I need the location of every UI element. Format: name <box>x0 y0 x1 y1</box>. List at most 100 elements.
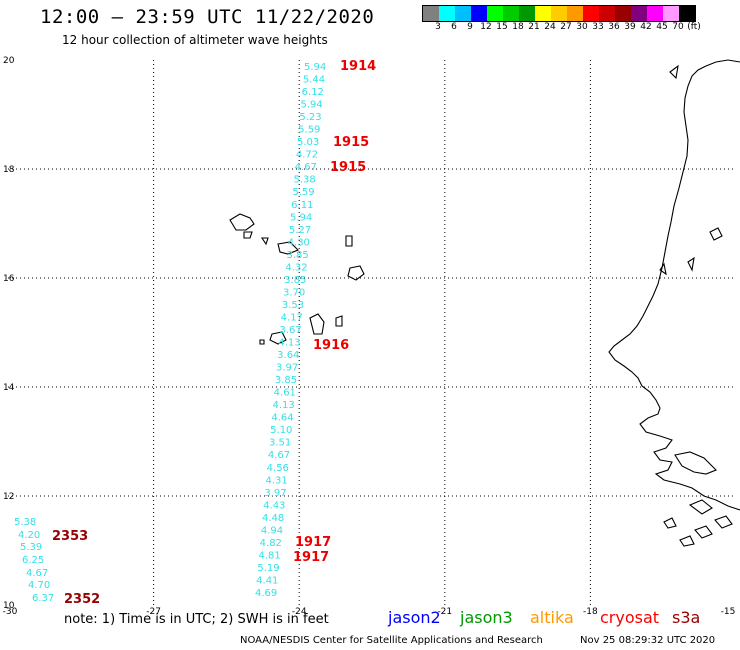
wave-height-label: 4.81 <box>259 550 281 561</box>
wave-height-label: 3.85 <box>284 275 306 286</box>
wave-height-label: 6.11 <box>291 200 313 211</box>
wave-height-label: 3.53 <box>282 300 304 311</box>
lat-tick-label: 16 <box>3 274 15 284</box>
time-label: 2353 <box>52 529 88 544</box>
time-label: 2352 <box>64 592 100 607</box>
lat-tick-label: 20 <box>3 56 15 66</box>
scale-swatch <box>519 6 535 21</box>
wave-height-label: 4.30 <box>288 237 310 248</box>
color-scale <box>422 5 696 22</box>
wave-height-label: 5.39 <box>20 542 42 553</box>
wave-height-label: 6.37 <box>32 593 54 604</box>
wave-height-label: 4.67 <box>268 450 290 461</box>
legend-altika: altika <box>530 608 574 627</box>
wave-height-label: 3.97 <box>276 363 298 374</box>
legend-jason3: jason3 <box>459 608 513 627</box>
time-label: 1917 <box>295 535 331 550</box>
page-subtitle: 12 hour collection of altimeter wave hei… <box>62 33 328 47</box>
legend-cryosat: cryosat <box>600 608 659 627</box>
scale-label: 9 <box>467 22 473 32</box>
scale-swatch <box>439 6 455 21</box>
footer-credit: NOAA/NESDIS Center for Satellite Applica… <box>240 635 543 646</box>
wave-height-label: 3.97 <box>264 488 286 499</box>
scale-swatch <box>551 6 567 21</box>
lat-tick-label: 14 <box>3 383 15 393</box>
wave-height-label: 4.61 <box>274 388 296 399</box>
wave-height-label: 5.59 <box>298 125 320 136</box>
map-grid <box>8 60 736 605</box>
scale-label: 6 <box>451 22 457 32</box>
lon-tick-label: -15 <box>721 607 736 617</box>
time-label: 1915 <box>333 135 369 150</box>
lat-tick-label: 18 <box>3 165 15 175</box>
satellite-legend: jason2 jason3 altika cryosat s3a <box>387 608 700 627</box>
wave-height-label: 3.85 <box>287 250 309 261</box>
scale-swatch <box>599 6 615 21</box>
scale-label: 30 <box>576 22 588 32</box>
wave-height-label: 5.38 <box>14 517 36 528</box>
wave-height-label: 4.31 <box>266 475 288 486</box>
wave-height-label: 4.20 <box>18 530 40 541</box>
lon-tick-label: -24 <box>292 607 307 617</box>
wave-height-label: 5.23 <box>299 112 321 123</box>
scale-swatch <box>567 6 583 21</box>
scale-swatch <box>455 6 471 21</box>
wave-height-label: 4.94 <box>261 525 283 536</box>
wave-height-label: 6.25 <box>22 555 44 566</box>
wave-height-label: 4.43 <box>263 500 285 511</box>
wave-height-label: 4.48 <box>262 513 284 524</box>
wave-height-label: 4.13 <box>273 400 295 411</box>
wave-height-label: 6.12 <box>302 87 324 98</box>
time-label: 1916 <box>313 338 349 353</box>
lat-tick-label: 10 <box>3 601 15 611</box>
wave-height-label: 5.38 <box>294 175 316 186</box>
wave-height-label: 5.27 <box>289 225 311 236</box>
scale-swatch <box>423 6 439 21</box>
axis-labels: -30 -27 -24 -21 -18 -15 20 18 16 14 12 10 <box>3 56 736 617</box>
scale-label: 70 <box>672 22 684 32</box>
scale-label: 18 <box>512 22 524 32</box>
footer-note: note: 1) Time is in UTC; 2) SWH is in fe… <box>64 612 329 627</box>
scale-swatch <box>471 6 487 21</box>
scale-label: (ft) <box>687 22 701 32</box>
scale-label: 33 <box>592 22 604 32</box>
scale-label: 42 <box>640 22 652 32</box>
wave-height-label: 4.69 <box>255 588 277 599</box>
coastline <box>229 59 740 547</box>
scale-swatch <box>615 6 631 21</box>
wave-height-label: 4.56 <box>267 463 289 474</box>
wave-height-label: 5.94 <box>304 62 326 73</box>
page-title: 12:00 – 23:59 UTC 11/22/2020 <box>40 6 375 28</box>
scale-swatch <box>631 6 647 21</box>
scale-label: 21 <box>528 22 540 32</box>
wave-height-label: 4.32 <box>285 262 307 273</box>
time-label: 1917 <box>293 550 329 565</box>
scale-label: 12 <box>480 22 492 32</box>
wave-height-label: 4.72 <box>296 150 318 161</box>
lat-tick-label: 12 <box>3 492 14 502</box>
lon-tick-label: -18 <box>583 607 598 617</box>
scale-swatch <box>679 6 695 21</box>
scale-label: 15 <box>496 22 508 32</box>
wave-height-label: 3.85 <box>275 375 297 386</box>
scale-label: 24 <box>544 22 556 32</box>
lon-tick-label: -27 <box>146 607 161 617</box>
scale-swatch <box>487 6 503 21</box>
scale-label: 27 <box>560 22 572 32</box>
wave-height-values: 5.945.446.125.945.235.595.034.724.675.38… <box>14 62 326 604</box>
wave-height-label: 4.13 <box>278 338 300 349</box>
wave-height-label: 5.10 <box>270 425 292 436</box>
footer-timestamp: Nov 25 08:29:32 UTC 2020 <box>580 635 716 646</box>
scale-swatch <box>663 6 679 21</box>
time-label: 1914 <box>340 59 376 74</box>
scale-swatch <box>503 6 519 21</box>
wave-height-label: 4.64 <box>271 413 293 424</box>
scale-swatch <box>583 6 599 21</box>
wave-height-label: 3.67 <box>280 325 302 336</box>
wave-height-label: 5.94 <box>301 100 323 111</box>
time-label: 1915 <box>330 160 366 175</box>
legend-s3a: s3a <box>672 608 700 627</box>
wave-height-label: 4.82 <box>260 538 282 549</box>
